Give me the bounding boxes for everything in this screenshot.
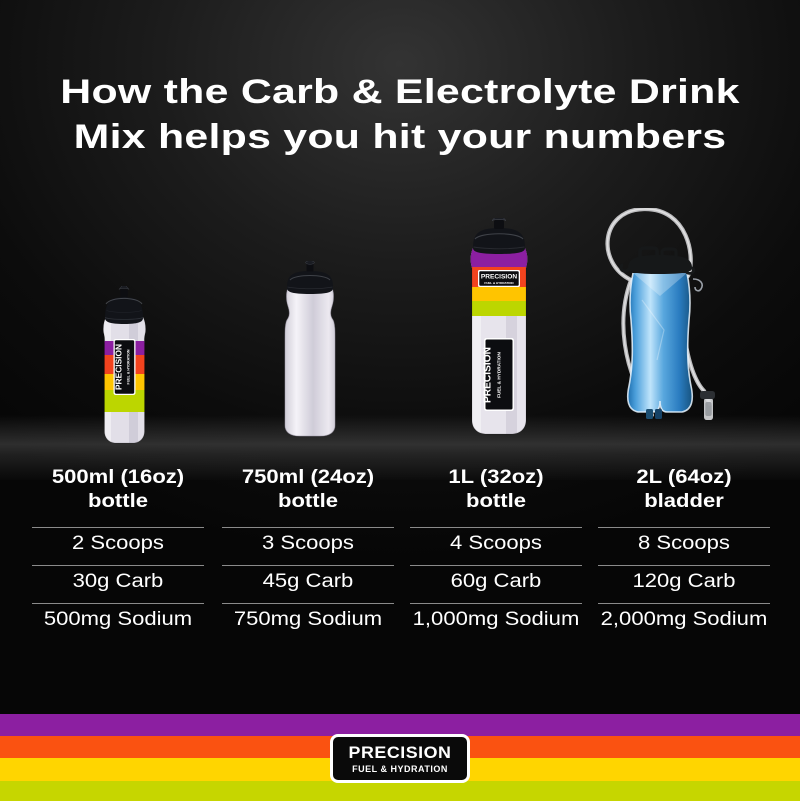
svg-text:PRECISION: PRECISION bbox=[113, 344, 123, 390]
svg-text:PRECISION: PRECISION bbox=[482, 347, 493, 403]
svg-text:PRECISION: PRECISION bbox=[481, 273, 518, 280]
svg-text:FUEL & HYDRATION: FUEL & HYDRATION bbox=[484, 281, 513, 285]
svg-text:FUEL & HYDRATION: FUEL & HYDRATION bbox=[496, 352, 501, 398]
svg-text:FUEL & HYDRATION: FUEL & HYDRATION bbox=[127, 349, 131, 384]
